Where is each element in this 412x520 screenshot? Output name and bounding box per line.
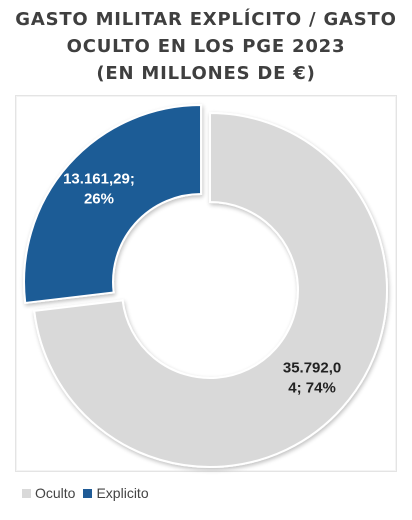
data-label-oculto: 35.792,0 4; 74% (283, 360, 341, 397)
data-label-explicito: 13.161,29; 26% (63, 170, 135, 207)
data-label-oculto-line-1: 35.792,0 (283, 360, 341, 377)
data-label-oculto-line-2: 4; 74% (288, 380, 336, 397)
chart-title-line-2: OCULTO EN LOS PGE 2023 (66, 36, 346, 57)
donut-slice-explicito (23, 104, 203, 305)
legend-label-oculto: Oculto (35, 485, 76, 501)
chart-title-line-1: GASTO MILITAR EXPLÍCITO / GASTO (15, 9, 397, 30)
data-label-explicito-line-2: 26% (84, 190, 114, 207)
legend-label-explicito: Explicito (96, 485, 149, 501)
legend-item-oculto: Oculto (22, 485, 75, 501)
chart-title: GASTO MILITAR EXPLÍCITO / GASTO OCULTO E… (0, 6, 412, 87)
chart-title-line-3: (EN MILLONES DE €) (96, 63, 316, 84)
donut-slice-oculto (33, 111, 388, 468)
legend-swatch-explicito (83, 488, 93, 498)
legend: Oculto Explicito (22, 485, 157, 501)
legend-swatch-oculto (22, 488, 31, 498)
legend-item-explicito: Explicito (83, 485, 149, 501)
data-label-explicito-line-1: 13.161,29; (63, 170, 135, 187)
